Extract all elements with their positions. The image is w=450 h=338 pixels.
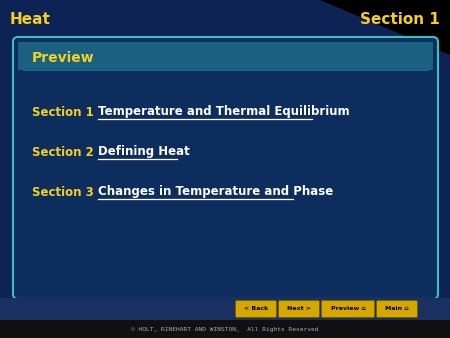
FancyBboxPatch shape [13, 37, 438, 299]
FancyBboxPatch shape [18, 42, 433, 70]
Text: Section 1: Section 1 [360, 13, 440, 27]
Text: Preview: Preview [32, 51, 94, 65]
FancyBboxPatch shape [235, 300, 276, 317]
Text: Defining Heat: Defining Heat [98, 145, 190, 159]
Polygon shape [320, 0, 450, 55]
Text: Section 3: Section 3 [32, 186, 94, 198]
Text: Section 2: Section 2 [32, 145, 94, 159]
Text: Main ⌂: Main ⌂ [385, 307, 409, 312]
FancyBboxPatch shape [321, 300, 374, 317]
Text: Section 1: Section 1 [32, 105, 94, 119]
Bar [0, 320, 450, 338]
Bar [0, 298, 450, 320]
Text: < Back: < Back [244, 307, 268, 312]
FancyBboxPatch shape [279, 300, 320, 317]
Text: Next >: Next > [287, 307, 311, 312]
Text: Preview ⌂: Preview ⌂ [331, 307, 365, 312]
FancyBboxPatch shape [377, 300, 418, 317]
Text: © HOLT, RINEHART AND WINSTON,  All Rights Reserved: © HOLT, RINEHART AND WINSTON, All Rights… [131, 327, 319, 332]
Text: Temperature and Thermal Equilibrium: Temperature and Thermal Equilibrium [98, 105, 350, 119]
Text: Heat: Heat [10, 13, 51, 27]
Text: Changes in Temperature and Phase: Changes in Temperature and Phase [98, 186, 333, 198]
